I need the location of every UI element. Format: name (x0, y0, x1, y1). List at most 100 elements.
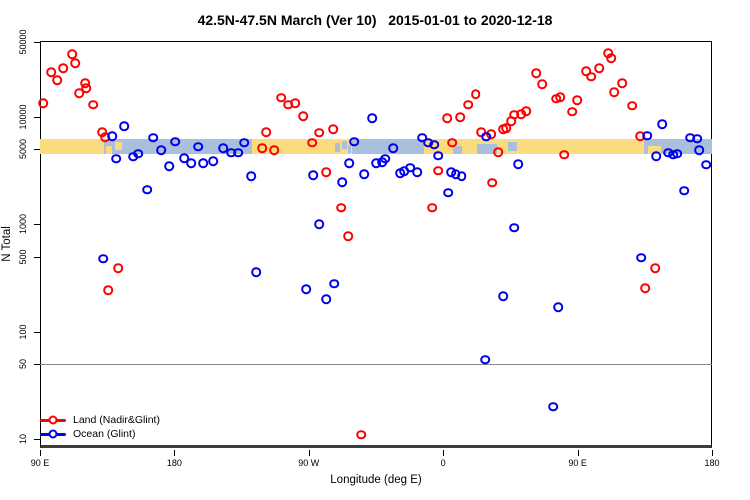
data-point-ocean (349, 136, 359, 147)
plot-area (40, 41, 712, 448)
data-point-land (113, 263, 123, 274)
data-point-land (586, 71, 596, 82)
data-point-ocean (337, 177, 347, 187)
data-point-ocean (186, 158, 196, 168)
data-point-ocean (412, 167, 422, 177)
x-tick-mark (40, 450, 41, 456)
data-point-land (70, 58, 80, 68)
data-point-ocean (694, 145, 704, 155)
x-tick-label: 180 (704, 458, 720, 468)
y-tick-label: 5000 (18, 139, 28, 160)
y-tick-label: 10 (18, 433, 28, 445)
surface-band-speck-ocean (342, 140, 347, 149)
data-point-ocean (301, 284, 311, 294)
data-point-ocean (657, 119, 667, 129)
data-point-land (343, 231, 353, 241)
data-point-land (606, 53, 616, 63)
x-tick-mark (577, 450, 579, 456)
data-point-ocean (498, 291, 508, 301)
y-tick-mark (34, 364, 40, 365)
data-point-land (257, 143, 267, 153)
data-point-ocean (509, 222, 519, 233)
data-point-ocean (111, 154, 121, 164)
y-tick-mark (34, 331, 40, 333)
data-point-land (356, 429, 366, 440)
data-point-ocean (239, 138, 249, 148)
data-point-ocean (164, 161, 174, 171)
x-tick-label: 90 W (298, 458, 320, 468)
data-point-land (555, 92, 565, 102)
data-point-land (567, 107, 577, 117)
legend-label-land: Land (Nadir&Glint) (73, 414, 160, 426)
surface-band-segment-ocean (352, 138, 424, 155)
land-series-marker-icon (40, 414, 66, 426)
data-point-ocean (198, 158, 208, 168)
data-point-land (103, 285, 113, 295)
data-point-land (537, 79, 547, 89)
surface-band-speck-ocean (453, 145, 462, 155)
x-tick-mark (308, 450, 310, 456)
data-point-ocean (480, 354, 490, 365)
data-point-ocean (208, 156, 218, 166)
data-point-land (46, 67, 56, 77)
data-point-ocean (314, 219, 324, 229)
x-tick-label: 90 E (568, 458, 587, 468)
x-axis-title: Longitude (deg E) (330, 474, 422, 486)
data-point-land (501, 123, 511, 133)
x-tick-label: 0 (440, 458, 446, 468)
data-point-ocean (246, 171, 256, 182)
legend: Land (Nadir&Glint) Ocean (Glint) (40, 413, 160, 441)
data-point-ocean (513, 159, 523, 169)
legend-item-land: Land (Nadir&Glint) (40, 413, 160, 427)
data-point-ocean (251, 267, 261, 277)
data-point-land (627, 100, 637, 111)
data-point-ocean (119, 121, 129, 131)
ocean-series-marker-icon (40, 428, 66, 440)
reference-line-50 (40, 364, 712, 366)
data-point-ocean (481, 132, 491, 142)
legend-label-ocean: Ocean (Glint) (73, 428, 136, 440)
data-point-land (58, 63, 68, 73)
data-point-ocean (321, 294, 331, 305)
surface-band-segment-land (40, 138, 105, 155)
open-circle-icon (48, 429, 58, 439)
y-tick-mark (34, 117, 40, 119)
data-point-ocean (359, 169, 369, 179)
data-point-ocean (417, 133, 427, 143)
chart-title: 42.5N-47.5N March (Ver 10) 2015-01-01 to… (197, 12, 553, 28)
data-point-land (572, 95, 582, 105)
data-point-ocean (148, 133, 158, 143)
data-point-ocean (133, 148, 143, 159)
data-point-land (307, 138, 317, 148)
data-point-ocean (443, 187, 453, 198)
y-axis-title: N Total (1, 226, 13, 262)
y-tick-label: 50 (18, 358, 28, 370)
data-point-land (521, 106, 531, 116)
data-point-land (314, 128, 324, 138)
y-tick-label: 100 (18, 324, 28, 340)
surface-band-speck-land (105, 146, 113, 155)
data-point-land (276, 93, 286, 103)
y-tick-mark (34, 256, 40, 258)
data-point-land (447, 138, 457, 148)
data-point-land (609, 87, 619, 97)
x-tick-label: 180 (166, 458, 182, 468)
data-point-ocean (193, 142, 203, 152)
data-point-ocean (388, 143, 398, 153)
open-circle-icon (48, 415, 58, 425)
surface-band-speck-ocean (508, 141, 518, 152)
y-tick-label: 10000 (18, 104, 28, 130)
data-point-ocean (701, 160, 711, 170)
data-point-land (269, 145, 279, 155)
data-point-land (261, 127, 271, 137)
x-tick-label: 90 E (30, 458, 50, 468)
data-point-land (321, 167, 331, 178)
data-point-land (493, 147, 503, 158)
surface-band-speck-ocean (334, 143, 341, 152)
data-point-land (336, 202, 346, 213)
y-tick-mark (34, 149, 40, 151)
y-tick-label: 1000 (18, 214, 28, 235)
data-point-ocean (548, 401, 558, 412)
